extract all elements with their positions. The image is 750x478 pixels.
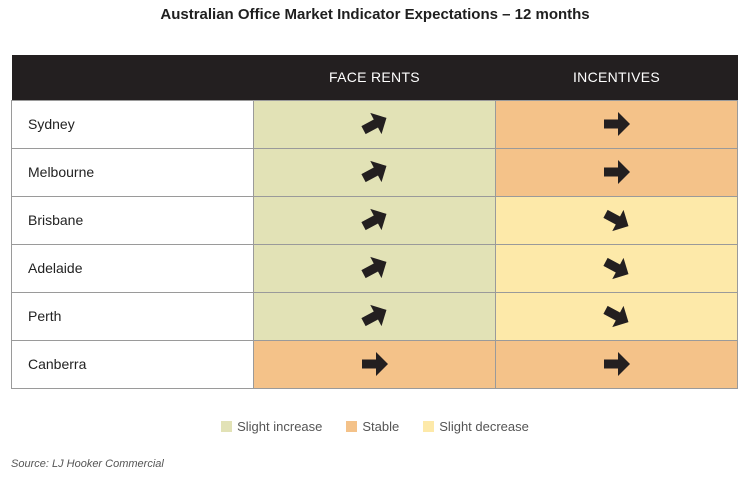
- city-label: Sydney: [11, 99, 254, 149]
- arrow-right-icon: [603, 160, 630, 184]
- city-label: Perth: [11, 291, 254, 341]
- face-rents-cell: [253, 147, 496, 197]
- face-rents-cell: [253, 195, 496, 245]
- legend-item-stable: Stable: [346, 419, 399, 434]
- arrow-down-right-icon: [602, 209, 628, 232]
- city-label: Adelaide: [11, 243, 254, 293]
- table-header-row: FACE RENTS INCENTIVES: [11, 55, 738, 100]
- arrow-up-right-icon: [360, 208, 386, 231]
- legend: Slight increase Stable Slight decrease: [0, 419, 750, 434]
- face-rents-cell: [253, 243, 496, 293]
- table-row: Adelaide: [11, 243, 738, 293]
- source-note: Source: LJ Hooker Commercial: [11, 458, 164, 470]
- table-row: Sydney: [11, 99, 738, 149]
- chart-title: Australian Office Market Indicator Expec…: [160, 6, 590, 23]
- table-row: Canberra: [11, 339, 738, 389]
- city-label: Canberra: [11, 339, 254, 389]
- face-rents-cell: [253, 291, 496, 341]
- table-row: Perth: [11, 291, 738, 341]
- column-header-city: [11, 55, 254, 100]
- arrow-right-icon: [361, 352, 388, 376]
- legend-item-slight-decrease: Slight decrease: [423, 419, 529, 434]
- legend-swatch: [221, 421, 233, 432]
- arrow-right-icon: [603, 352, 630, 376]
- face-rents-cell: [253, 339, 496, 389]
- legend-swatch: [346, 421, 358, 432]
- arrow-down-right-icon: [602, 305, 628, 328]
- incentives-cell: [495, 99, 738, 149]
- column-header-face-rents: FACE RENTS: [253, 55, 496, 100]
- arrow-up-right-icon: [360, 304, 386, 327]
- legend-swatch: [423, 421, 435, 432]
- city-label: Brisbane: [11, 195, 254, 245]
- column-header-incentives: INCENTIVES: [495, 55, 738, 100]
- incentives-cell: [495, 291, 738, 341]
- table-row: Brisbane: [11, 195, 738, 245]
- legend-label: Stable: [362, 419, 400, 434]
- indicator-table: FACE RENTS INCENTIVES Sydney Melbourne Bri…: [11, 55, 738, 389]
- arrow-up-right-icon: [360, 256, 386, 279]
- table-body: Sydney Melbourne Brisbane Adelaide Perth Canb…: [11, 99, 738, 389]
- legend-item-slight-increase: Slight increase: [221, 419, 322, 434]
- table-row: Melbourne: [11, 147, 738, 197]
- incentives-cell: [495, 339, 738, 389]
- incentives-cell: [495, 243, 738, 293]
- arrow-right-icon: [603, 112, 630, 136]
- arrow-up-right-icon: [360, 112, 386, 135]
- legend-label: Slight decrease: [439, 419, 529, 434]
- city-label: Melbourne: [11, 147, 254, 197]
- arrow-up-right-icon: [360, 160, 386, 183]
- face-rents-cell: [253, 99, 496, 149]
- legend-label: Slight increase: [237, 419, 323, 434]
- arrow-down-right-icon: [602, 257, 628, 280]
- incentives-cell: [495, 147, 738, 197]
- incentives-cell: [495, 195, 738, 245]
